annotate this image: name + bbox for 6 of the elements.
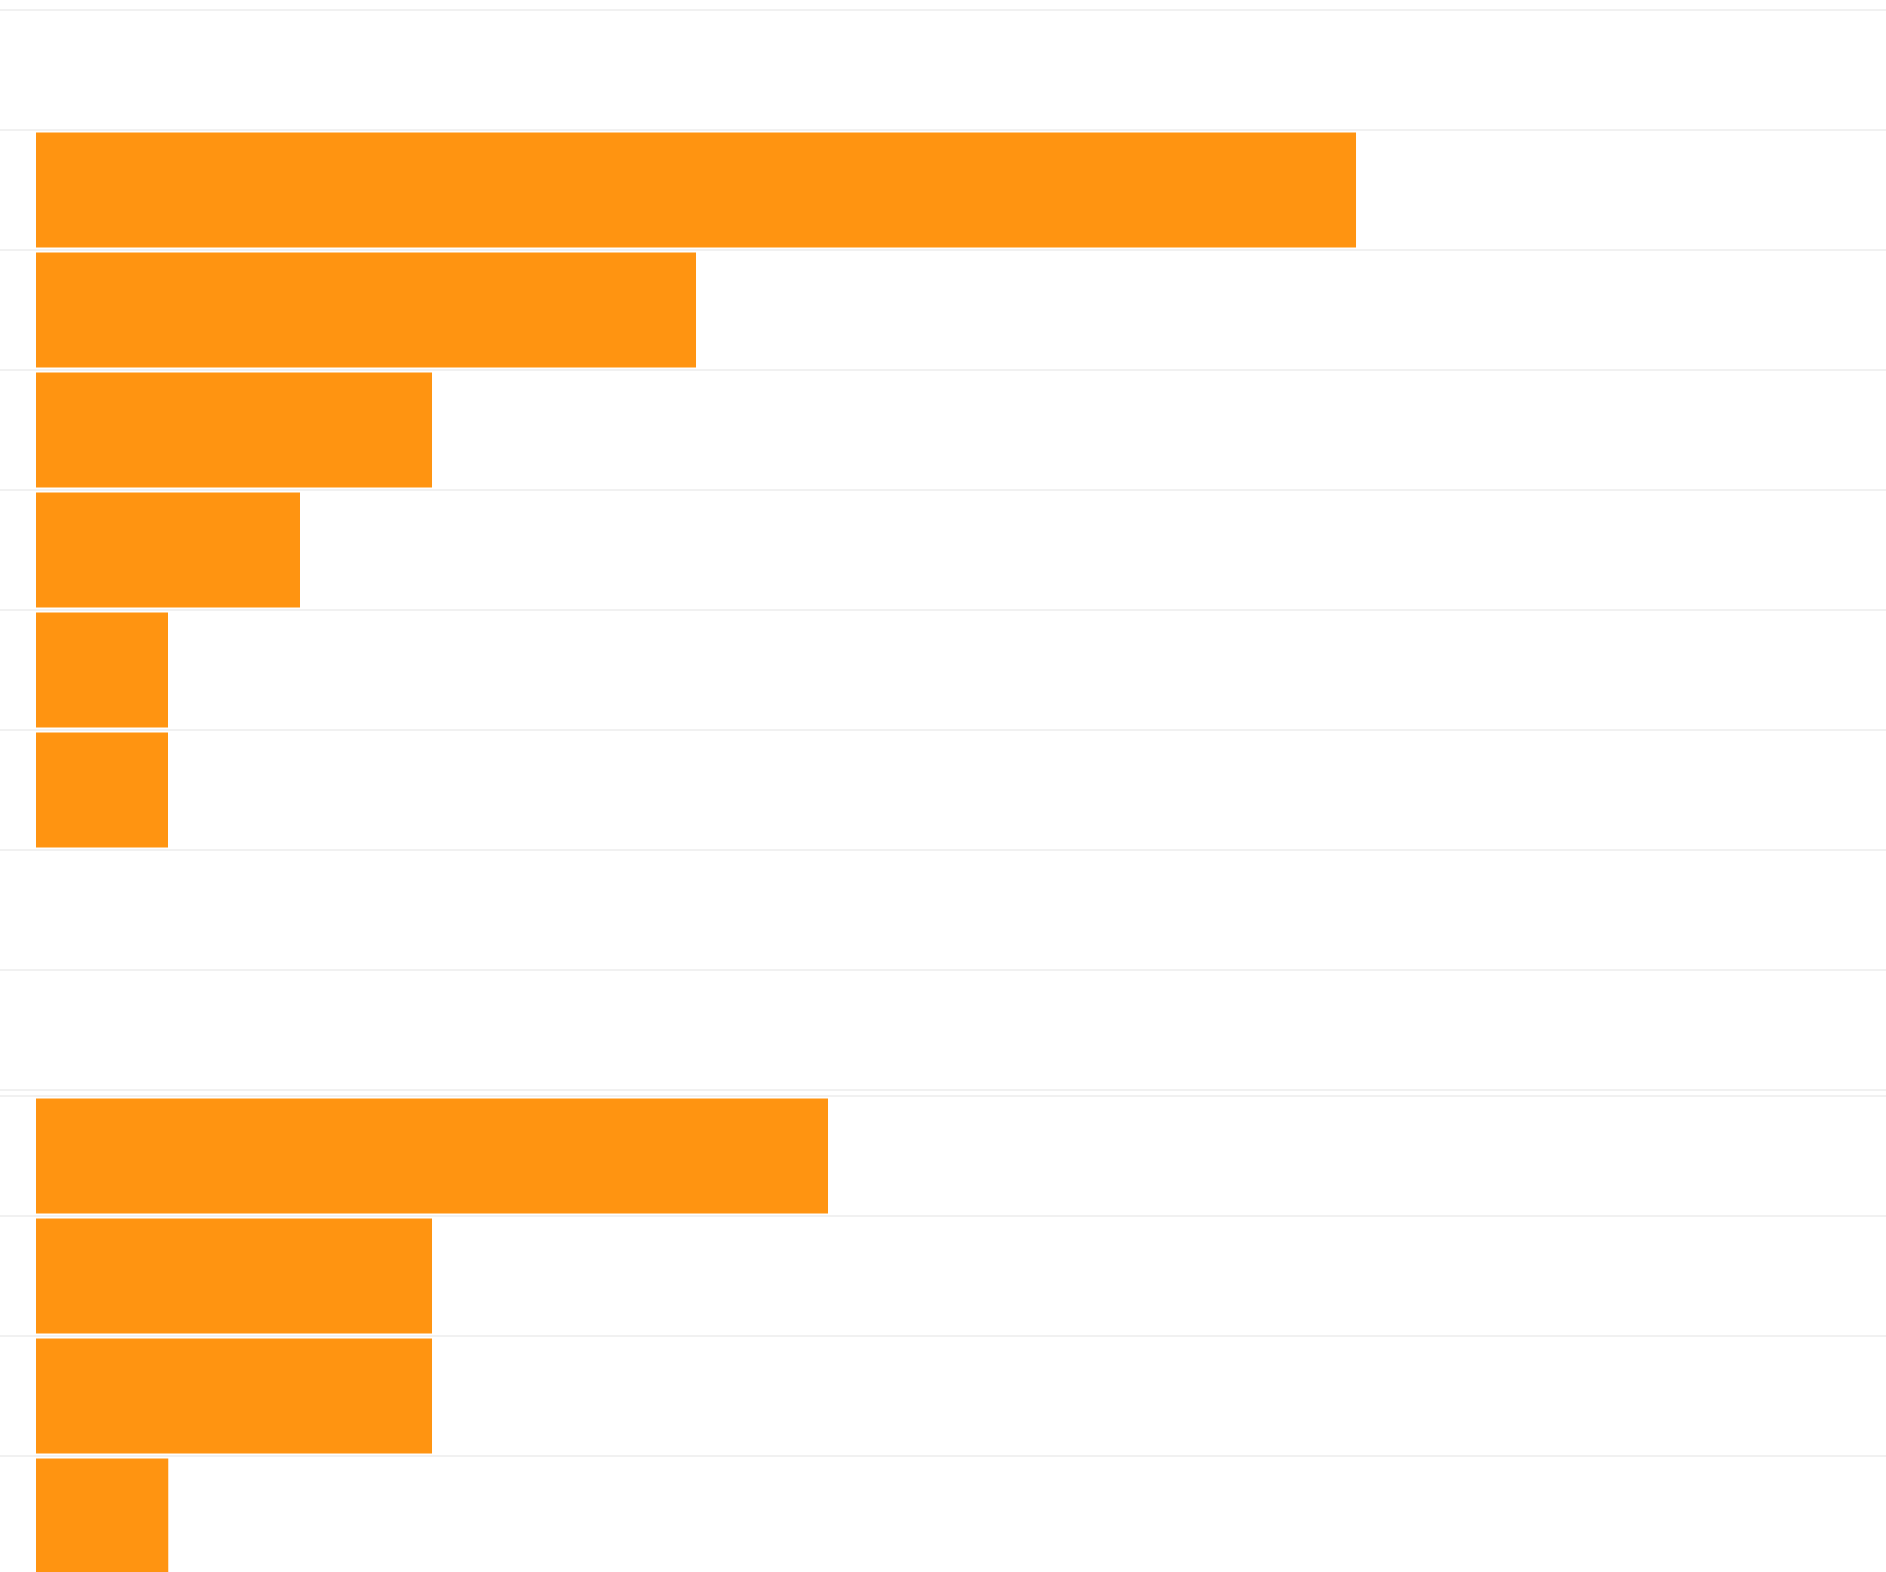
bar	[36, 132, 1357, 248]
bar	[36, 612, 168, 728]
bar	[36, 252, 697, 368]
bar	[36, 372, 433, 488]
bar	[36, 732, 168, 848]
bar	[36, 492, 300, 608]
